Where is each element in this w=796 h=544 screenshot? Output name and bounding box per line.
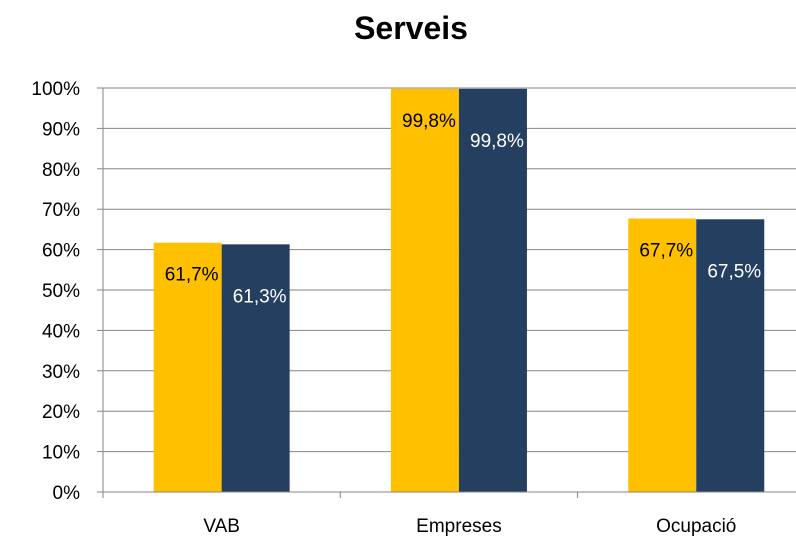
- data-label: 67,7%: [639, 240, 693, 261]
- y-tick-label: 90%: [42, 119, 80, 140]
- y-tick-label: 0%: [53, 483, 81, 504]
- x-tick-label: Empreses: [416, 516, 502, 537]
- data-label: 99,8%: [402, 111, 456, 132]
- y-tick-label: 70%: [42, 200, 80, 221]
- y-tick-label: 100%: [31, 79, 80, 100]
- y-tick-label: 20%: [42, 402, 80, 423]
- bar-vab-series-2: [221, 244, 290, 492]
- axes: 0% 10% 20% 30% 40% 50% 60% 70% 80% 90% 100% VAB Empr…: [31, 79, 796, 537]
- y-tick-label: 30%: [42, 362, 80, 383]
- bars: [153, 88, 765, 493]
- chart-title: Serveis: [354, 10, 468, 46]
- x-tick-label: VAB: [203, 516, 240, 537]
- bar-ocupació-series-1: [628, 218, 697, 492]
- y-tick-label: 80%: [42, 160, 80, 181]
- y-tick-label: 60%: [42, 241, 80, 262]
- data-label: 61,7%: [165, 265, 219, 286]
- y-tick-label: 40%: [42, 321, 80, 342]
- data-label: 61,3%: [233, 286, 287, 307]
- y-tick-label: 50%: [42, 281, 80, 302]
- data-label: 67,5%: [707, 261, 761, 282]
- bar-vab-series-1: [153, 242, 222, 492]
- bar-empreses-series-2: [458, 88, 527, 493]
- bar-empreses-series-1: [390, 88, 459, 493]
- x-tick-label: Ocupació: [656, 516, 736, 537]
- bar-ocupació-series-2: [696, 219, 765, 493]
- y-tick-label: 10%: [42, 443, 80, 464]
- data-labels: 61,7% 61,3% 99,8% 99,8% 67,7% 67,5%: [165, 111, 762, 308]
- data-label: 99,8%: [470, 131, 524, 152]
